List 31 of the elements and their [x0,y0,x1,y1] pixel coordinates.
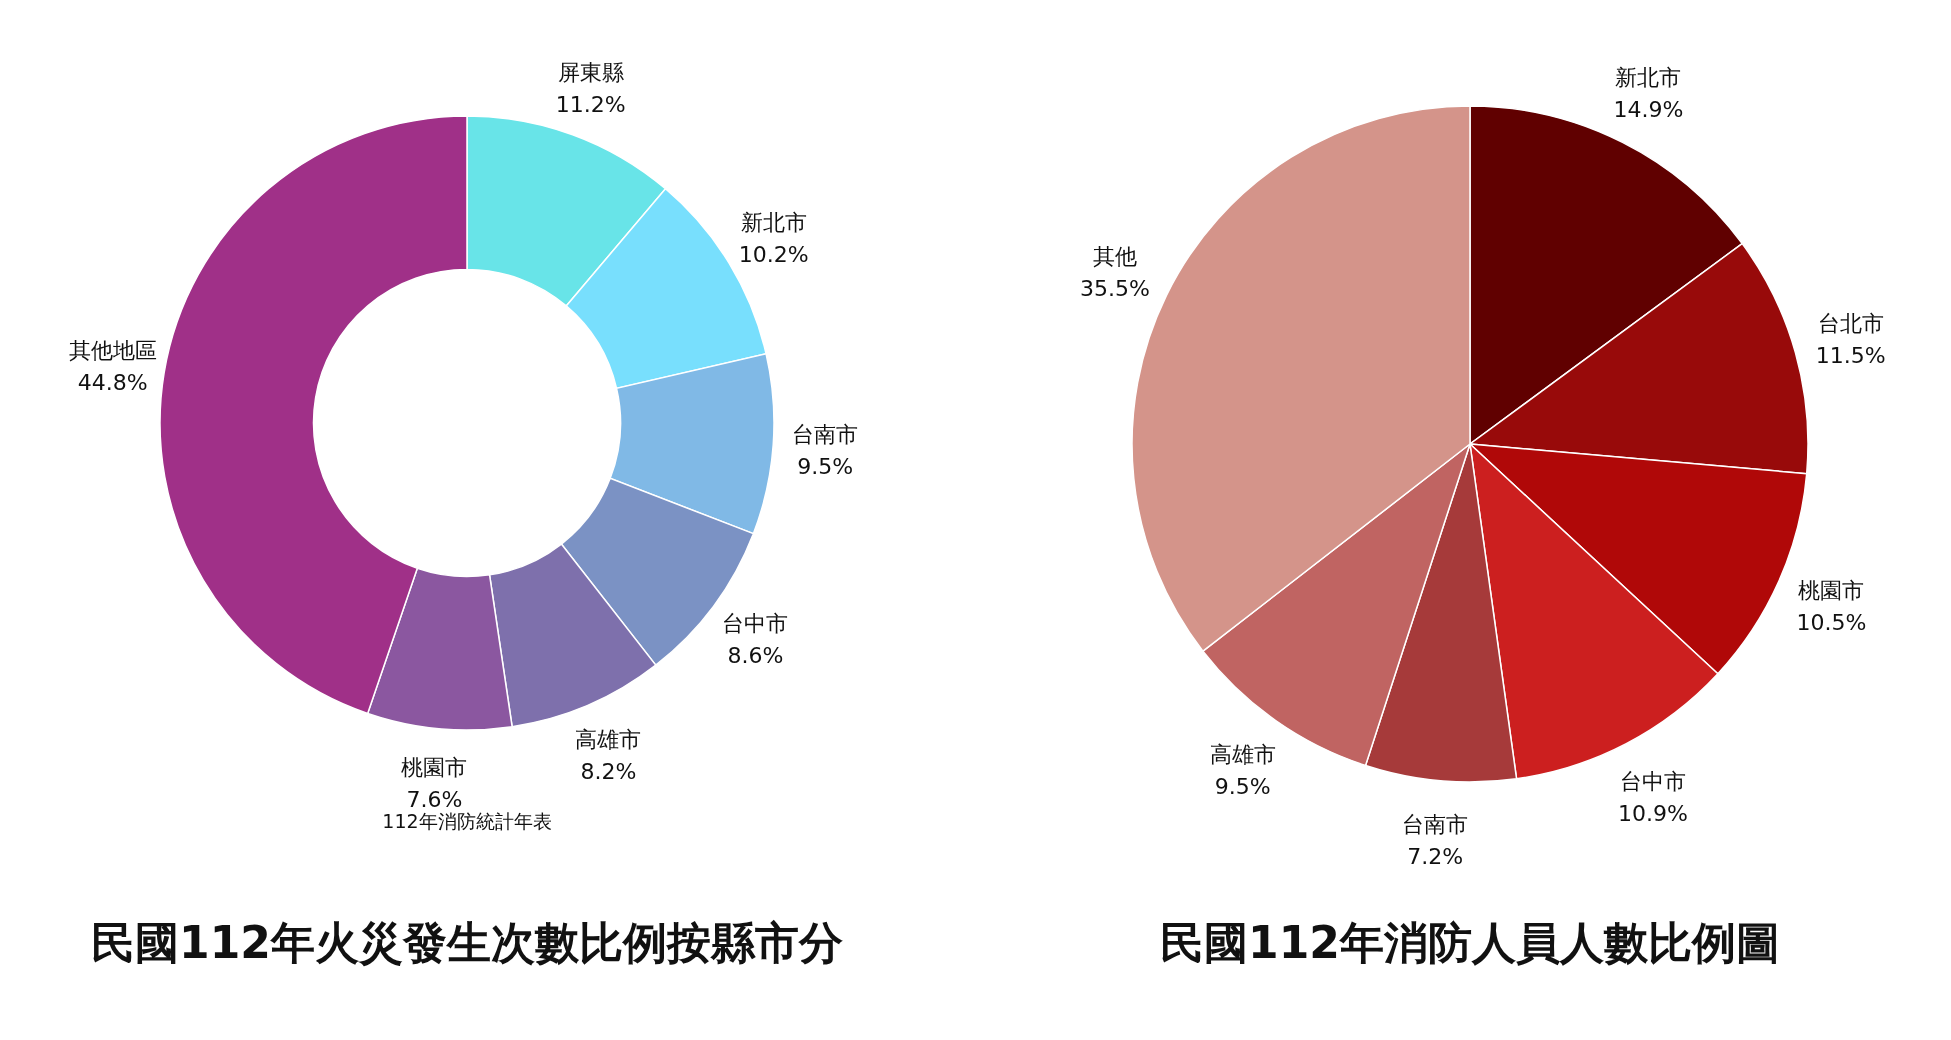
data-label: 7.6% [406,786,463,812]
data-label: 9.5% [1214,773,1271,799]
data-label: 8.2% [580,759,637,785]
text: 民國112年火災發生次數比例按縣市分 [91,917,843,968]
data-label: 35.5% [1079,276,1150,302]
data-label: 10.9% [1617,800,1688,826]
data-label: 44.8% [77,370,148,396]
data-label: 11.5% [1815,343,1886,369]
data-label: 10.5% [1796,610,1867,636]
slice-label: 新北市 [1615,65,1682,91]
slice-label: 新北市 [740,209,807,235]
slice-label: 台北市 [1817,311,1884,337]
slice-label: 高雄市 [1209,741,1276,767]
data-label: 11.2% [555,91,626,117]
slice-label: 其他地區 [68,338,157,364]
data-label: 10.2% [738,241,809,267]
slice-label: 台南市 [1402,811,1469,837]
data-label: 9.5% [797,454,854,480]
slice-label: 桃園市 [1798,578,1865,604]
data-label: 14.9% [1613,97,1684,123]
slice-label: 屏東縣 [557,59,624,85]
slice-label: 其他 [1092,244,1137,270]
data-label: 7.2% [1407,843,1464,869]
slice-label: 台中市 [1619,768,1686,794]
slice-label: 高雄市 [575,727,642,753]
slice-label: 桃園市 [401,754,468,780]
text: 112年消防統計年表 [382,810,552,832]
slice-label: 台中市 [722,611,789,637]
text: 民國112年消防人員人數比例圖 [1160,917,1780,968]
data-label: 8.6% [727,643,784,669]
slice-label: 台南市 [792,422,859,448]
